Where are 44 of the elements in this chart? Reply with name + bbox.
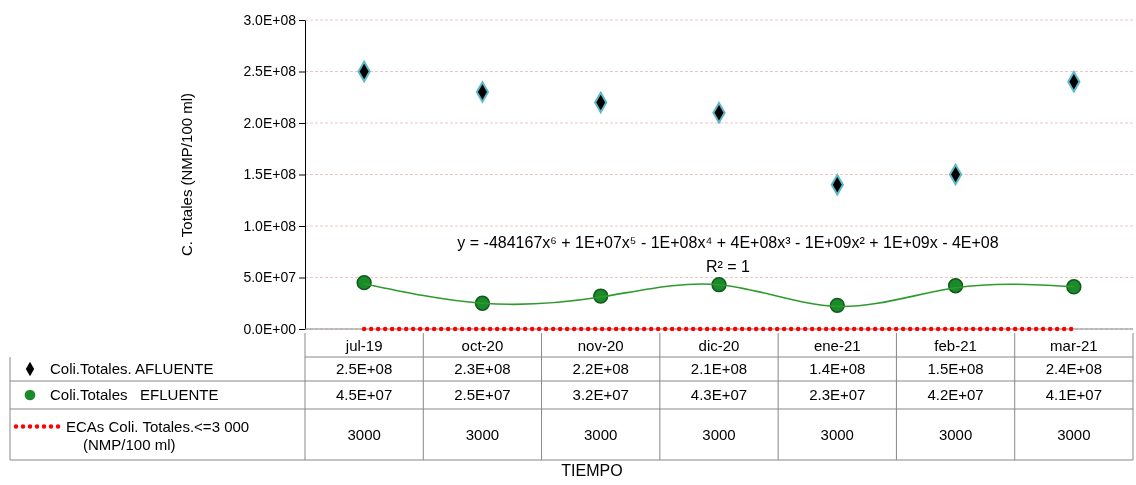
data-label: 4.3E+07: [690, 386, 748, 403]
data-label: 3000: [820, 425, 854, 443]
y-tick-label: 5.0E+07: [243, 269, 297, 286]
data-label: 4.1E+07: [1045, 386, 1103, 403]
data-label: 2.4E+08: [1045, 360, 1103, 377]
y-tick-label: 2.0E+08: [243, 114, 297, 131]
legend-label: Coli.Totales EFLUENTE: [50, 386, 219, 403]
y-tick-label: 3.0E+08: [243, 11, 297, 28]
x-tick-label: mar-21: [1050, 337, 1098, 354]
data-label: 4.5E+07: [335, 386, 393, 403]
y-tick-label: 1.5E+08: [243, 166, 297, 183]
data-label: 1.5E+08: [927, 360, 984, 377]
data-label: 2.1E+08: [690, 360, 748, 377]
data-label: 2.2E+08: [572, 360, 629, 377]
data-label: 3000: [347, 425, 381, 443]
x-tick-label: ene-21: [813, 337, 861, 354]
data-label: 3000: [465, 425, 500, 443]
x-tick-label: oct-20: [461, 337, 504, 354]
data-label: 2.3E+07: [809, 386, 866, 403]
text: TIEMPO: [561, 462, 623, 479]
data-label: 2.3E+08: [454, 360, 511, 377]
annotation: y = -484167x⁶ + 1E+07x⁵ - 1E+08x⁴ + 4E+08x³ - 1E+09x² + 1E+09x - 4E+08: [457, 234, 999, 251]
x-tick-label: dic-20: [698, 337, 740, 354]
point: [1066, 279, 1082, 295]
data-label: 1.4E+08: [809, 360, 866, 377]
data-label: 3000: [702, 425, 736, 443]
x-tick-label: feb-21: [934, 337, 977, 354]
data-label: 3.2E+07: [572, 386, 629, 403]
data-label: 2.5E+08: [335, 360, 393, 377]
data-label: 3000: [1057, 425, 1091, 443]
y-tick-label: 1.0E+08: [243, 217, 297, 234]
data-label: 3000: [584, 425, 618, 443]
data-label: 4.2E+07: [927, 386, 984, 403]
y-tick-label: 0.0E+00: [243, 320, 297, 337]
legend-label: Coli.Totales. AFLUENTE: [50, 360, 214, 377]
x-tick-label: nov-20: [577, 337, 624, 354]
point: [356, 275, 372, 291]
legend-label: ECAs Coli. Totales.<=3 000 (NMP/100 ml): [66, 417, 250, 453]
annotation: R² = 1: [705, 258, 751, 275]
y-axis-title: C. Totales (NMP/100 ml): [178, 92, 195, 257]
data-label: 3000: [938, 425, 973, 443]
y-tick-label: 2.5E+08: [243, 63, 297, 80]
x-tick-label: jul-19: [344, 337, 383, 354]
data-label: 2.5E+07: [454, 386, 511, 403]
